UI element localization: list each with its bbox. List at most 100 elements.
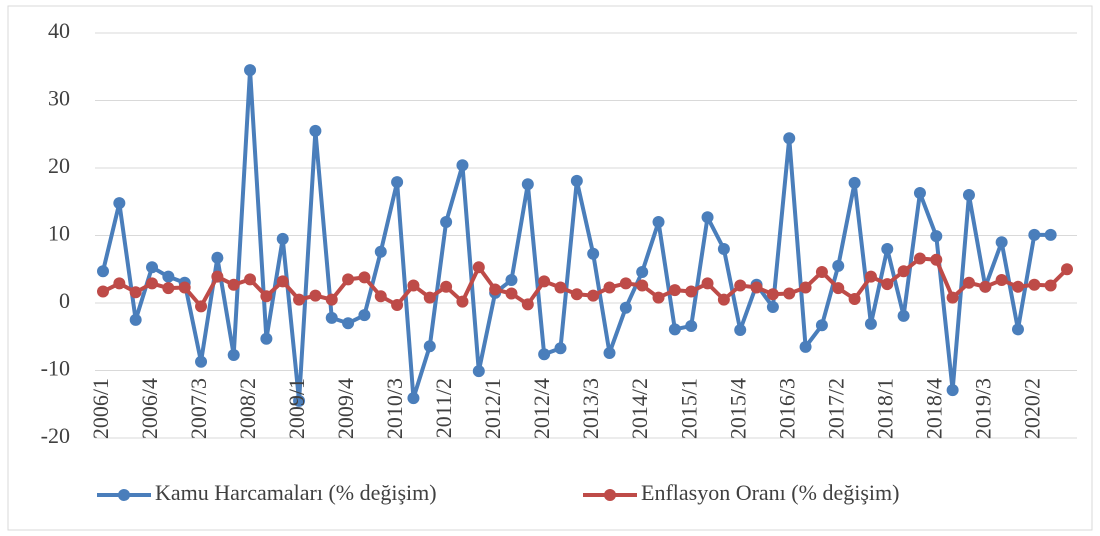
chart-border [7,5,1093,531]
data-point [979,280,992,293]
data-point [244,273,257,286]
x-tick-label: 2012/1 [480,378,505,439]
data-point [864,317,877,330]
data-point [799,281,812,294]
data-point [701,277,714,290]
x-tick-label: 2020/2 [1019,378,1044,439]
data-point [1044,228,1057,241]
data-point [489,283,502,296]
data-point [374,245,387,258]
data-point [946,291,959,304]
data-point [962,276,975,289]
data-point [146,261,159,274]
data-point [815,265,828,278]
data-point [391,176,404,189]
data-point [799,340,812,353]
data-point [276,275,289,288]
data-point [995,236,1008,249]
data-point [358,309,371,322]
data-point [325,311,338,324]
data-point [1061,263,1073,276]
data-point [227,348,240,361]
y-tick-label: 20 [48,153,70,178]
data-point [619,301,632,314]
data-point [342,317,355,330]
x-tick-label: 2019/3 [970,378,995,439]
data-point [162,270,175,283]
data-point [440,216,453,228]
data-point [260,290,273,303]
legend-marker [118,489,130,501]
data-point [783,287,796,300]
data-point [930,230,943,243]
data-point [1011,280,1024,293]
data-point [407,279,420,292]
data-point [505,274,518,287]
data-point [1028,228,1041,241]
data-point [538,275,551,288]
data-point [897,309,910,322]
data-point [211,270,224,283]
x-tick-label: 2009/1 [284,378,309,439]
data-point [913,186,926,199]
data-point [97,285,109,298]
data-point [766,288,779,301]
data-point [407,392,420,405]
x-tick-label: 2014/2 [627,378,652,439]
data-point [603,281,616,294]
data-point [325,293,338,306]
data-point [276,232,289,245]
data-point [521,178,534,191]
data-point [636,265,649,278]
data-point [129,313,142,326]
data-point [129,286,142,299]
data-point [391,299,404,312]
x-tick-label: 2007/3 [186,378,211,439]
data-point [570,174,583,187]
x-tick-label: 2012/4 [529,378,554,439]
data-point [472,261,485,274]
y-tick-label: 10 [48,221,70,246]
data-point [636,279,649,292]
legend-marker [604,489,616,501]
data-point [685,319,698,332]
data-point [521,298,534,311]
data-point [783,132,796,145]
data-point [587,289,600,302]
x-tick-label: 2006/1 [88,378,113,439]
x-tick-label: 2016/3 [774,378,799,439]
data-point [342,273,355,286]
x-tick-label: 2015/4 [725,378,750,439]
data-point [178,281,191,294]
data-point [374,290,387,303]
data-point [570,288,583,301]
x-tick-label: 2015/1 [676,378,701,439]
data-point [309,289,322,302]
data-point [423,340,436,353]
data-point [848,292,861,305]
legend-label: Kamu Harcamaları (% değişim) [155,480,437,505]
data-point [554,281,567,294]
x-tick-label: 2018/1 [872,378,897,439]
x-tick-label: 2009/4 [333,378,358,439]
data-point [930,253,943,266]
y-tick-label: -10 [41,356,70,381]
data-point [881,243,894,255]
data-point [113,197,126,210]
data-point [652,291,665,304]
x-tick-label: 2018/4 [921,378,946,439]
data-point [162,282,175,295]
data-point [97,265,109,278]
y-tick-label: -20 [41,423,70,448]
data-point [832,282,845,295]
data-point [456,159,469,172]
data-point [1044,279,1057,292]
legend-label: Enflasyon Oranı (% değişim) [641,480,899,505]
data-point [946,384,959,397]
data-point [995,274,1008,287]
data-point [423,291,436,304]
data-point [211,251,224,264]
data-point [1011,323,1024,336]
data-point [668,323,681,336]
